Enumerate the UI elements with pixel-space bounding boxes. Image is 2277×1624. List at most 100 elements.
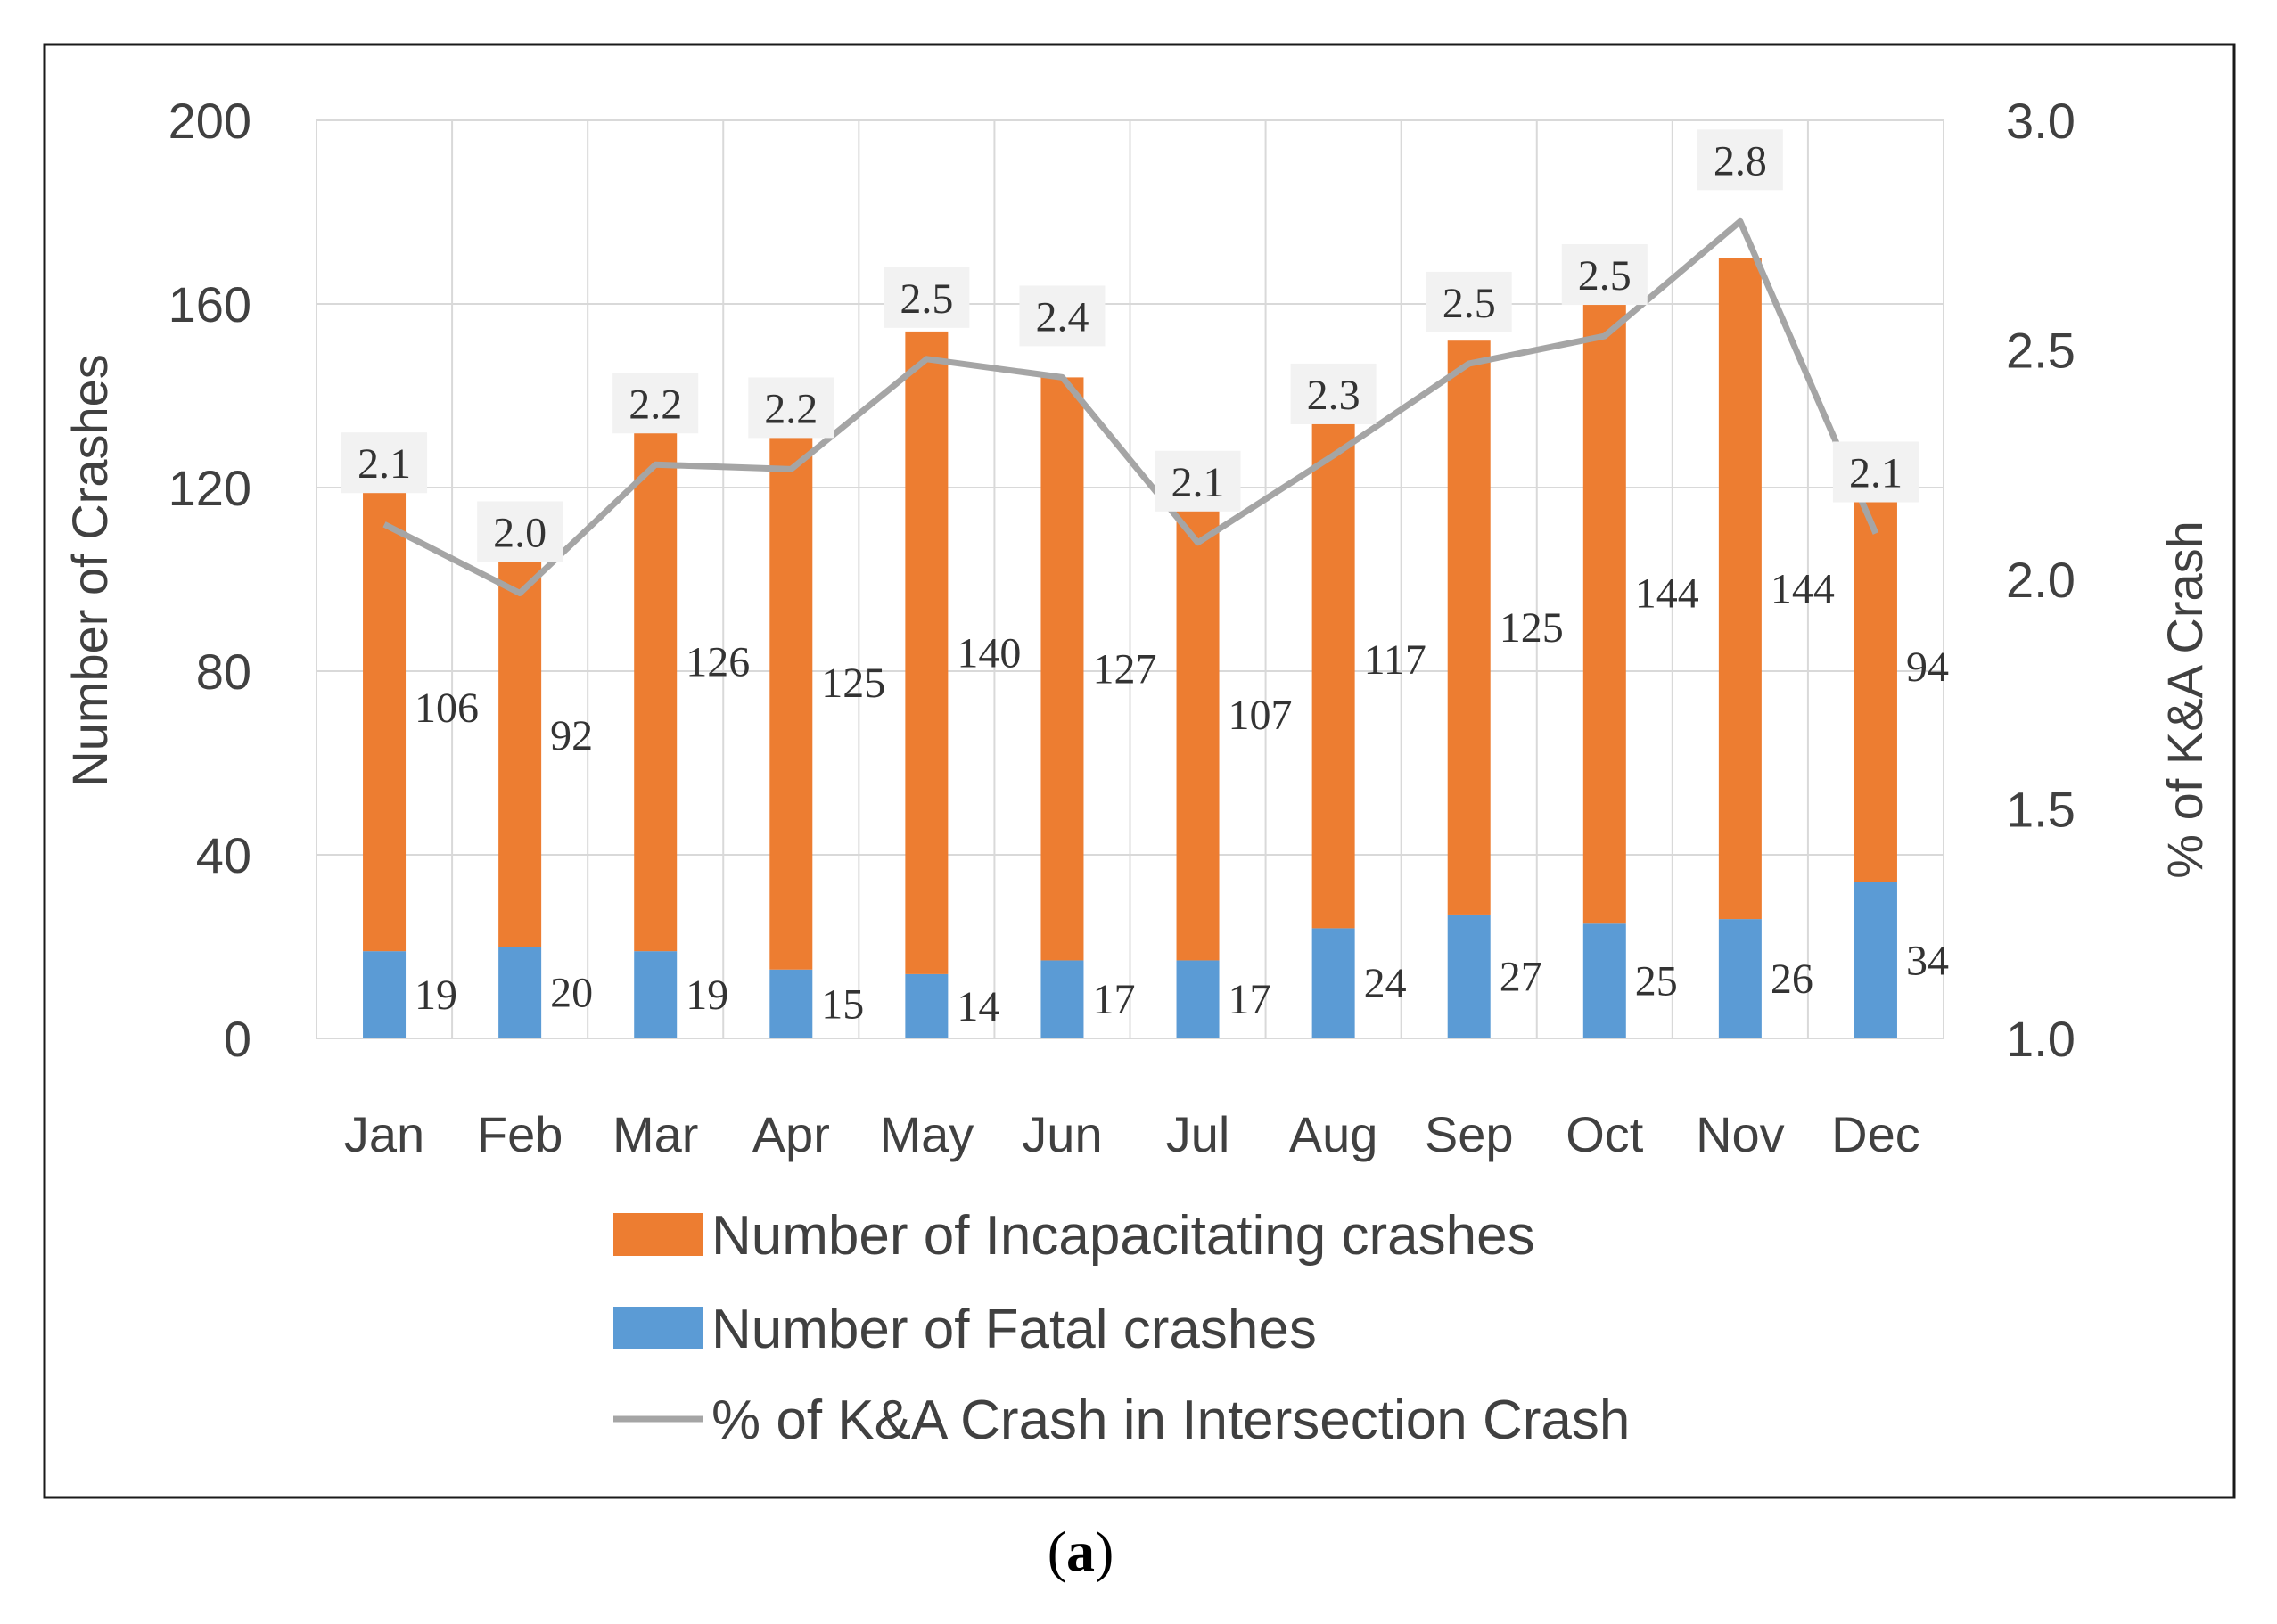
left-axis-title: Number of Crashes: [62, 354, 118, 787]
line-data-labels: 2.1 2.0 2.2 2.2 2.5 2.4 2.1 2.3 2.5 2.5 2.8 2.1: [341, 129, 1919, 562]
line-label-box-mar: [612, 373, 699, 434]
line-label-box-jan: [341, 432, 428, 494]
caption-close-paren: ): [1095, 1520, 1114, 1583]
figure-caption: (a): [1048, 1520, 1114, 1583]
left-axis-ticks: 0 40 80 120 160 200: [169, 93, 251, 1067]
label-incapacitating-aug: 117: [1364, 636, 1426, 684]
label-incapacitating-jul: 107: [1229, 692, 1293, 739]
line-label-apr: 2.2: [764, 385, 818, 432]
line-label-box-nov: [1697, 129, 1783, 191]
line-label-feb: 2.0: [493, 509, 547, 556]
label-fatal-mar: 19: [686, 972, 728, 1019]
percentage-line-path: [382, 217, 1879, 596]
label-fatal-nov: 26: [1771, 956, 1813, 1003]
bar-fatal-apr: [769, 969, 813, 1038]
bar-fatal-aug: [1311, 928, 1355, 1038]
legend-swatch-1: [613, 1307, 703, 1349]
category-tick-aug: Aug: [1289, 1106, 1378, 1162]
line-label-box-apr: [748, 377, 834, 439]
right-tick-2.5: 2.5: [2006, 323, 2076, 379]
right-tick-2.0: 2.0: [2006, 552, 2076, 608]
category-tick-sep: Sep: [1425, 1106, 1514, 1162]
line-label-box-may: [884, 267, 970, 328]
left-tick-120: 120: [169, 460, 251, 516]
bar-incapacitating-apr: [769, 396, 813, 970]
bar-fatal-sep: [1447, 914, 1491, 1038]
bar-incapacitating-mar: [634, 373, 678, 952]
line-label-box-aug: [1290, 363, 1377, 424]
line-label-nov: 2.8: [1714, 137, 1767, 185]
bar-incapacitating-nov: [1718, 258, 1762, 920]
right-axis-ticks: 1.0 1.5 2.0 2.5 3.0: [2006, 93, 2076, 1067]
category-tick-oct: Oct: [1566, 1106, 1644, 1162]
category-tick-mar: Mar: [612, 1106, 698, 1162]
category-tick-apr: Apr: [752, 1106, 830, 1162]
caption-open-paren: (: [1048, 1520, 1066, 1583]
bar-fatal-dec: [1854, 882, 1897, 1038]
line-label-oct: 2.5: [1578, 252, 1632, 299]
label-fatal-jan: 19: [415, 972, 457, 1019]
line-label-box-dec: [1832, 441, 1919, 503]
label-fatal-dec: 34: [1906, 937, 1949, 984]
bar-incapacitating-may: [905, 331, 949, 974]
line-label-jan: 2.1: [358, 440, 411, 488]
percentage-line: [382, 217, 1879, 596]
label-incapacitating-jun: 127: [1092, 645, 1156, 693]
bar-incapacitating-oct: [1582, 262, 1626, 924]
label-fatal-aug: 24: [1364, 960, 1407, 1007]
category-tick-jun: Jun: [1022, 1106, 1102, 1162]
label-incapacitating-may: 140: [957, 629, 1021, 677]
label-incapacitating-feb: 92: [550, 712, 593, 759]
bar-incapacitating-jan: [363, 464, 407, 952]
line-label-may: 2.5: [900, 275, 953, 323]
gridlines: [316, 119, 1944, 1039]
bar-fatal-nov: [1718, 919, 1762, 1038]
bar-fatal-jan: [363, 951, 407, 1038]
label-fatal-apr: 15: [821, 980, 864, 1028]
line-label-aug: 2.3: [1307, 372, 1360, 419]
label-fatal-jul: 17: [1229, 976, 1271, 1023]
category-tick-jan: Jan: [344, 1106, 424, 1162]
bar-fatal-oct: [1582, 923, 1626, 1038]
line-label-dec: 2.1: [1849, 450, 1903, 497]
line-label-jul: 2.1: [1171, 459, 1225, 506]
left-tick-0: 0: [224, 1011, 251, 1067]
category-axis-ticks: Jan Feb Mar Apr May Jun Jul Aug Sep Oct Nov Dec: [344, 1106, 1920, 1162]
label-incapacitating-oct: 144: [1635, 570, 1699, 617]
legend-swatch-0: [613, 1213, 703, 1256]
label-fatal-sep: 27: [1500, 953, 1542, 1000]
left-tick-80: 80: [196, 644, 251, 700]
bar-fatal-may: [905, 973, 949, 1038]
legend: Number of Incapacitating crashes Number o…: [613, 1205, 1630, 1451]
left-tick-160: 160: [169, 276, 251, 332]
line-label-box-jun: [1019, 285, 1106, 347]
label-incapacitating-jan: 106: [415, 685, 479, 732]
bar-incapacitating-sep: [1447, 340, 1491, 915]
left-tick-200: 200: [169, 93, 251, 149]
category-tick-jul: Jul: [1166, 1106, 1230, 1162]
category-tick-nov: Nov: [1696, 1106, 1785, 1162]
category-tick-dec: Dec: [1831, 1106, 1920, 1162]
bar-fatal-jul: [1176, 960, 1220, 1038]
right-tick-3.0: 3.0: [2006, 93, 2076, 149]
line-label-jun: 2.4: [1035, 293, 1089, 340]
right-tick-1.0: 1.0: [2006, 1011, 2076, 1067]
category-tick-may: May: [879, 1106, 974, 1162]
caption-label: a: [1066, 1520, 1095, 1583]
right-tick-1.5: 1.5: [2006, 782, 2076, 838]
legend-label-2: % of K&A Crash in Intersection Crash: [711, 1390, 1630, 1451]
line-label-box-oct: [1561, 244, 1648, 306]
label-fatal-may: 14: [957, 983, 999, 1030]
legend-label-1: Number of Fatal crashes: [711, 1299, 1317, 1360]
label-fatal-jun: 17: [1092, 976, 1135, 1023]
label-incapacitating-nov: 144: [1771, 565, 1835, 612]
label-fatal-oct: 25: [1635, 958, 1678, 1005]
bar-fatal-jun: [1040, 960, 1084, 1038]
bar-incapacitating-jul: [1176, 469, 1220, 961]
line-label-sep: 2.5: [1443, 280, 1496, 327]
bar-incapacitating-jun: [1040, 377, 1084, 961]
label-incapacitating-apr: 125: [821, 660, 885, 707]
line-label-mar: 2.2: [629, 381, 682, 428]
line-label-box-jul: [1155, 450, 1241, 512]
